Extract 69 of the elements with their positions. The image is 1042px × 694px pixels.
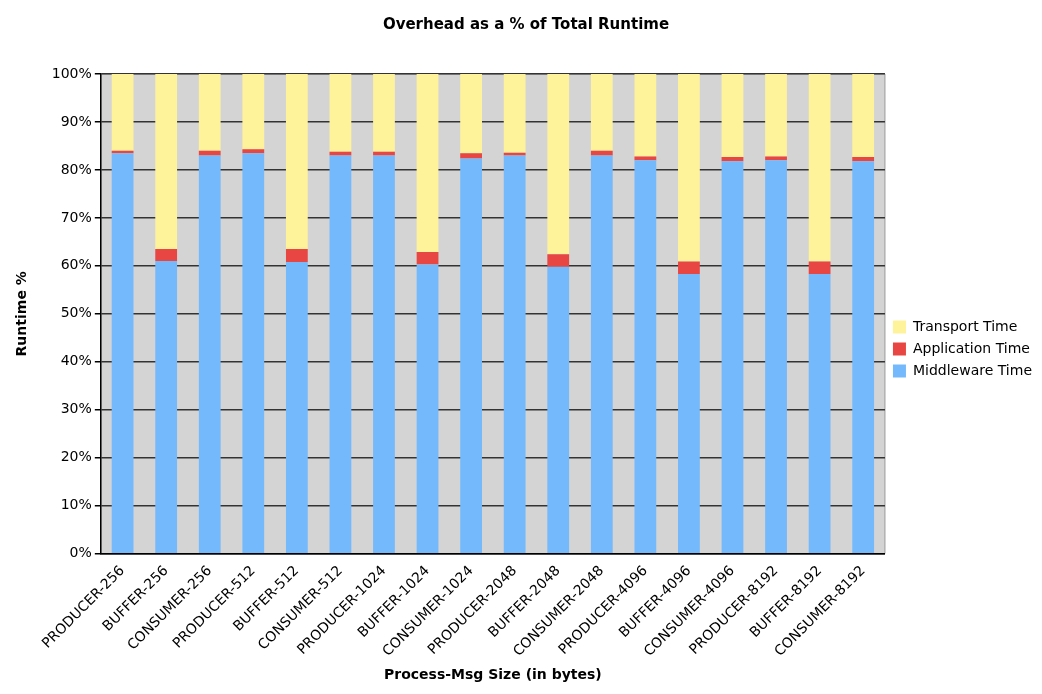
bar xyxy=(242,149,265,154)
y-tick-label: 20% xyxy=(60,448,92,465)
bar xyxy=(329,151,352,156)
bar xyxy=(678,74,700,262)
bar xyxy=(590,155,613,553)
bar xyxy=(678,261,700,275)
bar xyxy=(547,74,570,255)
bar xyxy=(721,161,744,553)
bar xyxy=(373,155,395,553)
bar xyxy=(503,74,526,153)
y-tick-label: 80% xyxy=(60,160,92,177)
bar xyxy=(329,74,352,152)
bar xyxy=(111,74,134,151)
bar xyxy=(242,153,265,553)
y-tick-label: 50% xyxy=(60,304,92,321)
y-tick-label: 30% xyxy=(60,400,92,417)
bar xyxy=(765,156,787,161)
bar xyxy=(852,156,875,162)
bar xyxy=(547,266,570,553)
bar xyxy=(111,153,134,553)
bar xyxy=(460,153,482,159)
bar xyxy=(547,254,570,267)
bar xyxy=(373,74,395,152)
bar xyxy=(460,158,482,553)
y-axis-title: Runtime % xyxy=(13,271,30,357)
bar xyxy=(155,261,178,553)
bar xyxy=(373,151,395,156)
bar xyxy=(155,249,178,262)
bar xyxy=(590,150,613,156)
x-axis-title: Process-Msg Size (in bytes) xyxy=(384,666,602,683)
bar xyxy=(765,74,787,157)
bar xyxy=(198,155,221,553)
bar xyxy=(285,249,308,263)
bar xyxy=(765,160,787,553)
bar xyxy=(460,74,482,154)
y-tick-label: 100% xyxy=(51,64,92,81)
bar xyxy=(590,74,613,151)
bar xyxy=(808,74,831,262)
bar xyxy=(634,74,657,157)
bar xyxy=(808,261,831,275)
bar xyxy=(242,74,265,150)
bar xyxy=(416,264,439,553)
bar xyxy=(285,262,308,553)
bar xyxy=(721,74,744,157)
bar xyxy=(634,156,657,161)
y-tick-label: 90% xyxy=(60,112,92,129)
bar xyxy=(416,251,439,265)
bar xyxy=(852,161,875,553)
bar xyxy=(503,155,526,553)
y-tick-label: 60% xyxy=(60,256,92,273)
legend-label: Middleware Time xyxy=(912,361,1033,378)
bar xyxy=(852,74,875,157)
bar xyxy=(634,160,657,553)
bar xyxy=(503,152,526,156)
y-tick-label: 40% xyxy=(60,352,92,369)
bar xyxy=(198,150,221,156)
bar xyxy=(808,274,831,553)
y-tick-label: 0% xyxy=(69,544,92,561)
bar xyxy=(198,74,221,151)
legend-label: Transport Time xyxy=(911,317,1018,334)
y-tick-label: 10% xyxy=(60,496,92,513)
bar xyxy=(155,74,178,250)
chart-title: Overhead as a % of Total Runtime xyxy=(382,14,670,33)
y-tick-label: 70% xyxy=(60,208,92,225)
legend-label: Application Time xyxy=(912,339,1030,356)
bar xyxy=(416,74,439,252)
bar xyxy=(329,155,352,553)
bar xyxy=(678,274,700,553)
bar xyxy=(285,74,308,250)
